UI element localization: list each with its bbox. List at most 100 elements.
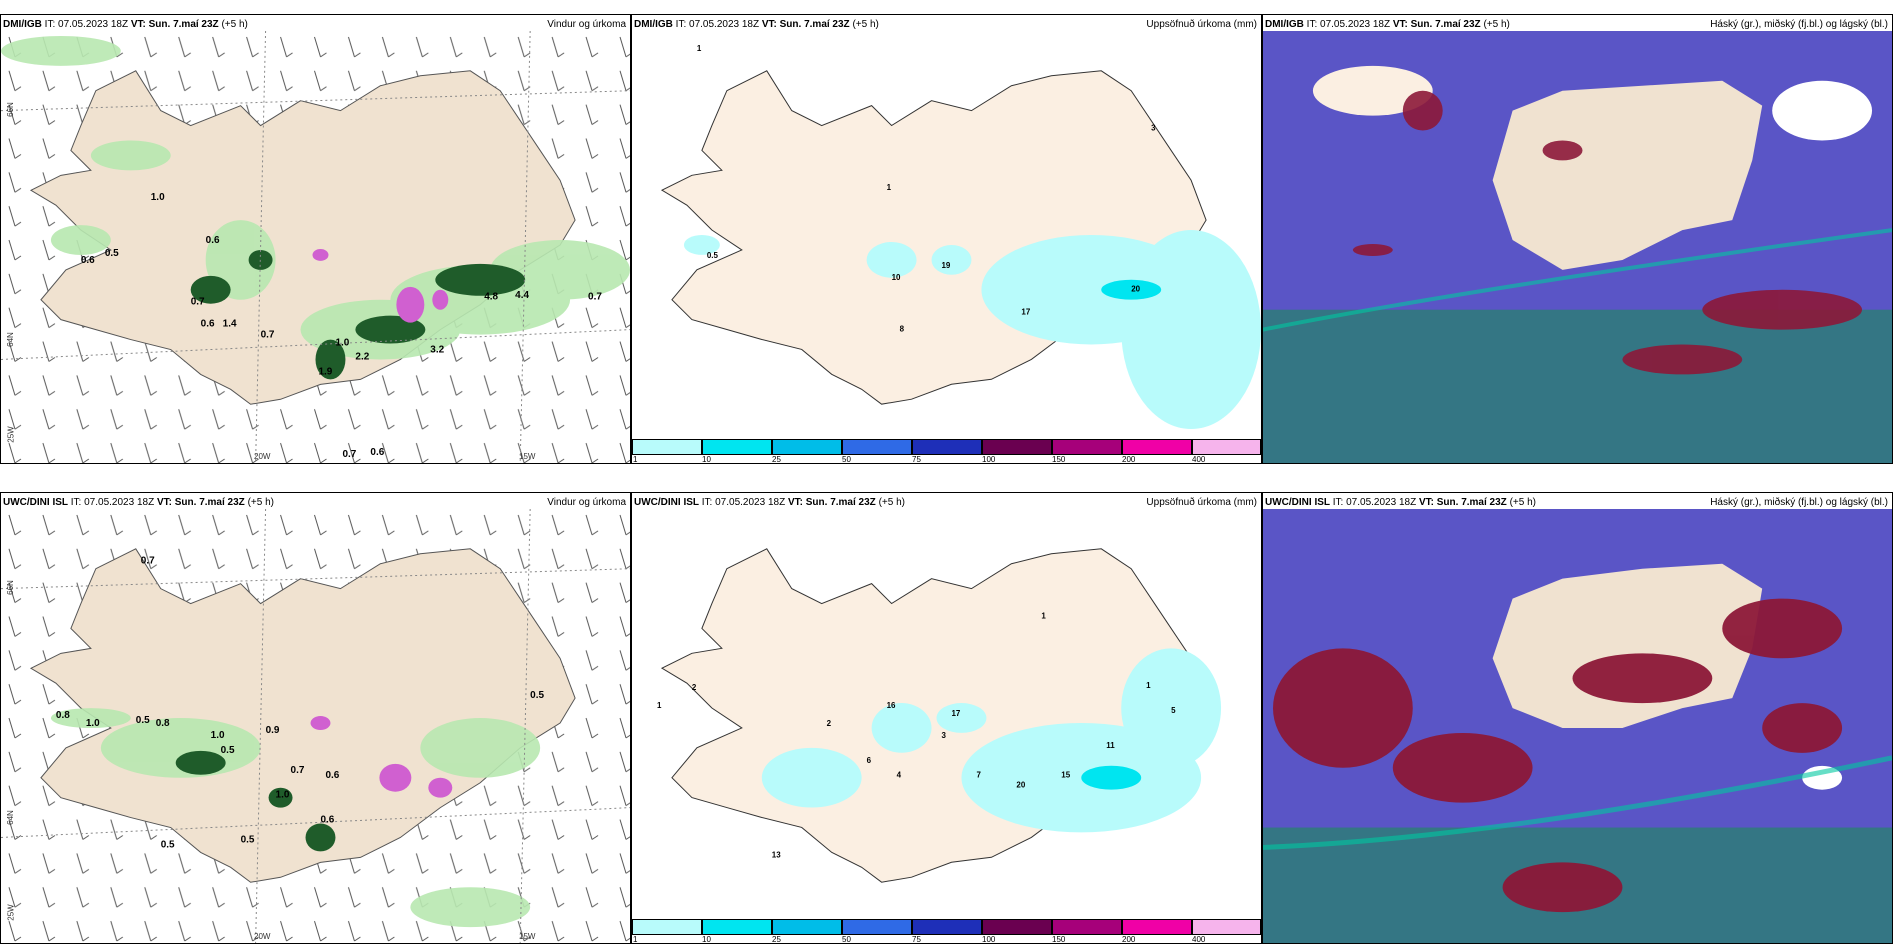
value-label: 0.6 xyxy=(206,235,220,246)
panel-product-title: Uppsöfnuð úrkoma (mm) xyxy=(1146,19,1257,30)
value-label: 4 xyxy=(897,771,902,780)
value-label: 1 xyxy=(887,183,892,192)
precip-legend: 1 10 25 50 75 100 150 200 400 xyxy=(632,439,1261,463)
value-label: 4.4 xyxy=(515,290,529,301)
legend-label: 50 xyxy=(842,935,851,944)
legend-label: 150 xyxy=(1052,935,1066,944)
legend-label: 150 xyxy=(1052,455,1066,464)
value-label: 0.7 xyxy=(261,330,275,341)
value-label: 0.6 xyxy=(81,255,95,266)
legend-label: 75 xyxy=(912,455,921,464)
value-label: 10 xyxy=(892,273,901,282)
value-label: 0.5 xyxy=(530,690,544,701)
legend-swatch xyxy=(842,439,912,455)
value-label: 15 xyxy=(1061,771,1070,780)
panel-product-title: Vindur og úrkoma xyxy=(547,497,626,508)
value-label: 20 xyxy=(1016,781,1025,790)
legend-swatch xyxy=(1052,919,1122,935)
value-label: 1.0 xyxy=(335,338,349,349)
value-label: 2 xyxy=(692,683,697,692)
value-label: 8 xyxy=(900,325,905,334)
precip-dark-green xyxy=(190,249,526,380)
precip-value-labels: 1 3 1 0.5 10 19 8 17 20 xyxy=(697,44,1156,334)
lon-label-15: 15W xyxy=(519,932,536,941)
legend-swatch xyxy=(912,439,982,455)
value-label: 0.8 xyxy=(156,718,170,729)
value-label: 1 xyxy=(1041,611,1046,620)
legend-label: 10 xyxy=(702,935,711,944)
map-cloud-cover xyxy=(1263,509,1892,943)
value-label: 0.6 xyxy=(370,447,384,458)
value-label: 1 xyxy=(657,701,662,710)
panel-dmi-wind: DMI/IGB IT: 07.05.2023 18Z VT: Sun. 7.ma… xyxy=(0,14,631,464)
panel-uwc-clouds: UWC/DINI ISL IT: 07.05.2023 18Z VT: Sun.… xyxy=(1262,492,1893,944)
value-label: 6 xyxy=(867,756,872,765)
value-label: 17 xyxy=(1021,308,1030,317)
value-label: 0.9 xyxy=(266,725,280,736)
panel-dmi-precip: DMI/IGB IT: 07.05.2023 18Z VT: Sun. 7.ma… xyxy=(631,14,1262,464)
panel-header: UWC/DINI ISL IT: 07.05.2023 18Z VT: Sun.… xyxy=(3,497,274,508)
map-accumulated-precip: 1 1 2 2 17 6 4 3 7 20 15 11 1 5 16 13 xyxy=(632,509,1261,919)
legend-swatch xyxy=(1192,439,1261,455)
precip-cyan-areas xyxy=(683,230,1261,430)
panel-uwc-precip: UWC/DINI ISL IT: 07.05.2023 18Z VT: Sun.… xyxy=(631,492,1262,944)
value-label: 7 xyxy=(976,771,981,780)
value-label: 1.0 xyxy=(276,790,290,801)
value-label: 0.7 xyxy=(342,449,356,460)
lon-label-25: 25W xyxy=(6,426,16,443)
value-label: 0.5 xyxy=(105,248,119,259)
legend-swatch xyxy=(772,439,842,455)
value-label: 1 xyxy=(697,44,702,53)
legend-label: 400 xyxy=(1192,455,1206,464)
legend-label: 200 xyxy=(1122,455,1136,464)
precip-value-labels: 1 1 2 2 17 6 4 3 7 20 15 11 1 5 16 13 xyxy=(657,611,1176,859)
legend-swatch xyxy=(632,919,702,935)
value-label: 1.0 xyxy=(211,730,225,741)
value-label: 1.0 xyxy=(86,718,100,729)
legend-label: 75 xyxy=(912,935,921,944)
value-label: 0.5 xyxy=(221,745,235,756)
panel-header: DMI/IGB IT: 07.05.2023 18Z VT: Sun. 7.ma… xyxy=(634,19,879,30)
legend-label: 1 xyxy=(633,935,638,944)
legend-swatch xyxy=(1052,439,1122,455)
lat-label-64: 64N xyxy=(5,810,15,825)
value-label: 2 xyxy=(827,719,832,728)
legend-swatch xyxy=(702,919,772,935)
lat-label-64: 64N xyxy=(5,332,15,347)
lon-label-20: 20W xyxy=(254,452,271,461)
legend-label: 100 xyxy=(982,935,996,944)
legend-swatch xyxy=(632,439,702,455)
legend-swatch xyxy=(982,919,1052,935)
panel-product-title: Vindur og úrkoma xyxy=(547,19,626,30)
value-label: 0.7 xyxy=(588,292,602,303)
panel-uwc-wind: UWC/DINI ISL IT: 07.05.2023 18Z VT: Sun.… xyxy=(0,492,631,944)
lat-label-66: 66N xyxy=(5,102,15,117)
value-label: 3 xyxy=(1151,124,1156,133)
map-wind-precip: 0.6 1.0 0.6 0.5 0.6 0.7 1.4 0.7 1.0 2.2 … xyxy=(1,31,630,463)
value-label: 19 xyxy=(942,261,951,270)
value-label: 11 xyxy=(1106,741,1115,750)
value-label: 1 xyxy=(1146,681,1151,690)
value-label: 0.7 xyxy=(291,765,305,776)
panel-product-title: Uppsöfnuð úrkoma (mm) xyxy=(1146,497,1257,508)
value-label: 0.7 xyxy=(191,297,205,308)
precip-value-labels: 0.7 0.8 1.0 0.5 0.8 1.0 0.5 0.9 0.7 0.6 … xyxy=(56,556,545,851)
legend-label: 100 xyxy=(982,455,996,464)
legend-label: 10 xyxy=(702,455,711,464)
precip-legend: 1 10 25 50 75 100 150 200 400 xyxy=(632,919,1261,943)
precip-value-labels: 0.6 1.0 0.6 0.5 0.6 0.7 1.4 0.7 1.0 2.2 … xyxy=(81,192,603,460)
value-label: 16 xyxy=(887,701,896,710)
value-label: 0.8 xyxy=(56,710,70,721)
panel-header: UWC/DINI ISL IT: 07.05.2023 18Z VT: Sun.… xyxy=(634,497,905,508)
legend-swatch xyxy=(1192,919,1261,935)
value-label: 1.0 xyxy=(151,192,165,203)
legend-label: 25 xyxy=(772,935,781,944)
legend-swatch xyxy=(772,919,842,935)
value-label: 0.7 xyxy=(141,556,155,567)
value-label: 0.5 xyxy=(707,251,719,260)
value-label: 3 xyxy=(942,731,947,740)
panel-product-title: Háský (gr.), miðský (fj.bl.) og lágský (… xyxy=(1710,497,1888,508)
lat-label-66: 66N xyxy=(5,580,15,595)
value-label: 3.2 xyxy=(430,345,444,356)
panel-header: DMI/IGB IT: 07.05.2023 18Z VT: Sun. 7.ma… xyxy=(3,19,248,30)
